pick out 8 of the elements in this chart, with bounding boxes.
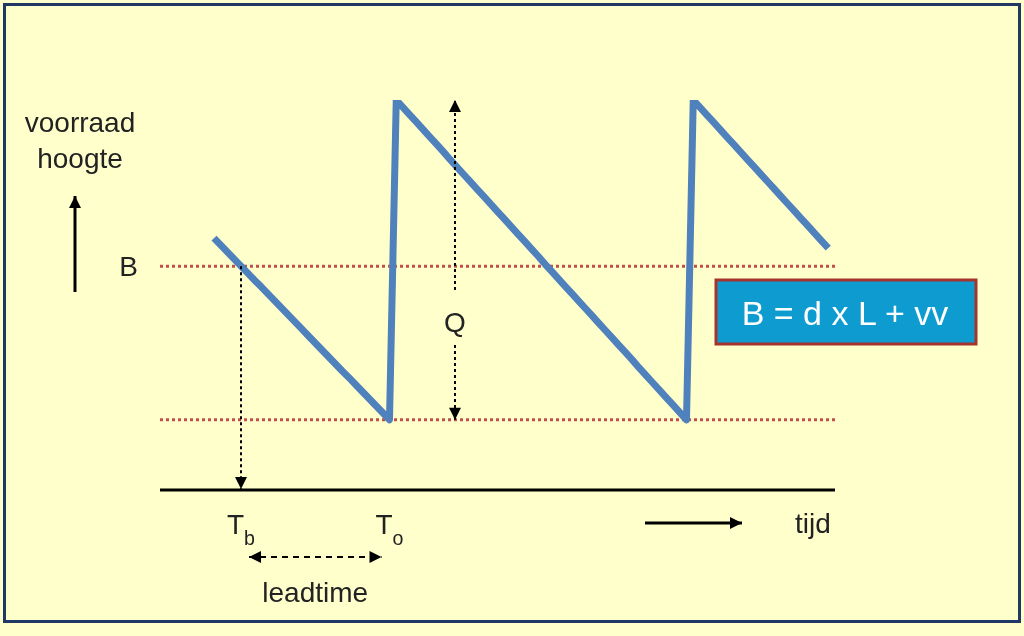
x-tick-label: T$_{b}$ xyxy=(226,509,256,549)
x-tick-label: T$_{o}$ xyxy=(375,509,404,549)
annotation: Q xyxy=(444,307,466,338)
y-axis-title: voorraad hoogte xyxy=(24,107,136,174)
annotation: B = d x L + vv xyxy=(741,294,949,332)
text: leadtime xyxy=(262,577,369,608)
x-axis-title: tijd xyxy=(795,508,831,539)
ref-line-label: B xyxy=(119,251,138,283)
